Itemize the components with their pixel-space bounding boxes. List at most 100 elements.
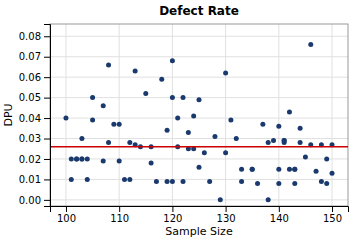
point <box>122 177 127 182</box>
point <box>181 179 186 184</box>
tick-label: 0.06 <box>19 72 41 83</box>
tick-label: 0.07 <box>19 51 41 62</box>
grid-line-x <box>172 24 173 206</box>
tick-label: 0.03 <box>19 133 41 144</box>
point <box>234 136 239 141</box>
point <box>170 95 175 100</box>
tick-label: 0.04 <box>19 113 41 124</box>
tick-label: 150 <box>323 213 342 224</box>
point <box>159 77 164 82</box>
tick-label: 130 <box>217 213 236 224</box>
tick: 0.04 <box>19 113 50 124</box>
grid-line-x <box>225 24 226 206</box>
point <box>117 159 122 164</box>
point <box>106 62 111 67</box>
point <box>74 156 79 161</box>
point <box>191 114 196 119</box>
tick-mark <box>279 206 280 212</box>
tick: 120 <box>163 206 182 224</box>
point <box>292 167 297 172</box>
grid-line-x <box>332 24 333 206</box>
point <box>90 118 95 123</box>
axis-domain <box>44 25 51 207</box>
tick-mark <box>44 159 50 160</box>
grid-line-x <box>278 24 279 206</box>
point <box>276 124 281 129</box>
tick-label: 0.01 <box>19 174 41 185</box>
tick: 100 <box>57 206 76 224</box>
grid <box>50 24 348 206</box>
tick: 0.07 <box>19 51 50 62</box>
point <box>292 167 297 172</box>
point <box>149 161 154 166</box>
point <box>154 179 159 184</box>
point <box>266 140 271 145</box>
point <box>63 116 68 121</box>
point <box>133 69 138 74</box>
x-axis-title: Sample Size <box>165 225 233 238</box>
tick-mark <box>44 36 50 37</box>
plot-frame <box>50 24 348 206</box>
point <box>282 140 287 145</box>
point <box>79 156 84 161</box>
tick: 0.05 <box>19 92 50 103</box>
point <box>212 134 217 139</box>
grid-line-y <box>50 56 348 57</box>
point <box>170 58 175 63</box>
grid-line-y <box>50 158 348 159</box>
point <box>287 109 292 114</box>
mean-line <box>50 146 348 148</box>
tick: 0.03 <box>19 133 50 144</box>
point <box>250 167 255 172</box>
point <box>181 95 186 100</box>
point <box>223 150 228 155</box>
tick-label: 100 <box>57 213 76 224</box>
plot: 1001101201301401500.000.010.020.030.040.… <box>19 24 349 224</box>
point <box>260 122 265 127</box>
tick-mark <box>226 206 227 212</box>
point <box>228 118 233 123</box>
point <box>207 179 212 184</box>
tick-mark <box>44 139 50 140</box>
point <box>197 165 202 170</box>
point <box>239 167 244 172</box>
point <box>324 156 329 161</box>
title: Defect Rate <box>159 4 239 18</box>
point <box>324 181 329 186</box>
point <box>127 177 132 182</box>
tick: 0.06 <box>19 72 50 83</box>
point <box>298 126 303 131</box>
point <box>117 122 122 127</box>
point <box>143 91 148 96</box>
tick-mark <box>44 77 50 78</box>
point <box>85 177 90 182</box>
point <box>250 167 255 172</box>
tick-mark <box>332 206 333 212</box>
grid-line-y <box>50 179 348 180</box>
tick-label: 110 <box>110 213 129 224</box>
point <box>165 128 170 133</box>
point <box>101 159 106 164</box>
point <box>303 154 308 159</box>
tick-mark <box>44 118 50 119</box>
point <box>308 42 313 47</box>
tick-mark <box>172 206 173 212</box>
point <box>197 97 202 102</box>
point <box>127 140 132 145</box>
grid-line-y <box>50 138 348 139</box>
tick-label: 120 <box>163 213 182 224</box>
tick-label: 0.08 <box>19 31 41 42</box>
point <box>298 140 303 145</box>
point <box>218 197 223 202</box>
point <box>239 179 244 184</box>
point <box>255 181 260 186</box>
point <box>266 197 271 202</box>
tick-label: 0.05 <box>19 92 41 103</box>
tick-mark <box>44 98 50 99</box>
point <box>292 181 297 186</box>
tick-mark <box>44 57 50 58</box>
point <box>79 156 84 161</box>
tick-label: 140 <box>270 213 289 224</box>
point <box>319 179 324 184</box>
point <box>276 181 281 186</box>
